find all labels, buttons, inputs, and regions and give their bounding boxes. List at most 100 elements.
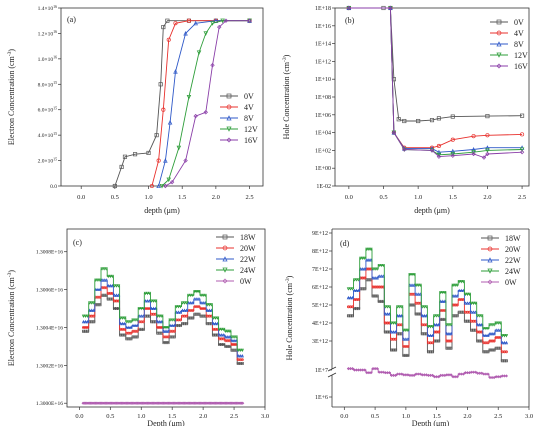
data-point (520, 132, 525, 137)
data-point (457, 288, 461, 293)
data-point (396, 313, 400, 318)
data-point (410, 272, 414, 277)
data-point (393, 321, 398, 325)
legend-label: 22W (505, 256, 521, 265)
data-point (490, 331, 494, 336)
data-point (172, 335, 176, 339)
data-point (437, 339, 441, 343)
data-point (123, 316, 127, 320)
data-point (217, 24, 222, 30)
data-point (434, 314, 439, 318)
x-tick-label: 0.0 (75, 413, 83, 420)
x-axis-label: Depth (μm) (147, 419, 185, 426)
data-point (359, 267, 363, 271)
data-point (410, 283, 414, 287)
data-point (180, 301, 185, 305)
data-point (365, 371, 369, 375)
data-point (418, 372, 422, 376)
data-point (133, 323, 137, 328)
data-point (354, 288, 359, 293)
data-point (457, 372, 461, 376)
data-point (502, 334, 507, 338)
data-point (402, 337, 406, 341)
x-axis-label: Depth (μm) (412, 419, 450, 426)
data-point (478, 322, 482, 327)
data-point (100, 278, 104, 282)
data-point (104, 278, 108, 282)
data-point (519, 149, 525, 155)
data-point (173, 69, 178, 74)
data-point (135, 329, 139, 333)
panel-label: (a) (67, 15, 76, 24)
data-point (381, 263, 385, 268)
y-tick-label: 1.0×1016 (38, 56, 57, 63)
data-point (131, 323, 135, 328)
data-point (437, 314, 441, 318)
data-point (217, 327, 222, 332)
legend-item: 20W (216, 244, 256, 253)
y-tick-label: 1E+14 (315, 42, 331, 48)
data-point (492, 339, 496, 343)
data-point (502, 340, 507, 345)
data-point (201, 300, 205, 305)
data-point (465, 371, 470, 375)
data-point (161, 25, 166, 30)
data-point (377, 274, 381, 278)
data-point (367, 247, 371, 252)
series-line (348, 7, 523, 153)
x-tick-label: 3.0 (261, 413, 269, 420)
data-point (449, 339, 453, 343)
data-point (361, 256, 365, 261)
series-line (348, 7, 523, 156)
panel-label: (d) (340, 239, 350, 248)
series-line (151, 20, 250, 187)
data-point (108, 274, 112, 279)
series-line (348, 7, 523, 122)
data-point (112, 183, 117, 189)
data-point (451, 375, 455, 379)
data-point (494, 375, 498, 379)
data-point (459, 280, 463, 284)
data-point (85, 314, 90, 318)
y-axis-label: Electron Concentration (cm-3) (7, 49, 16, 146)
data-point (504, 374, 509, 378)
data-point (228, 335, 232, 339)
data-point (164, 329, 168, 333)
data-point (471, 151, 476, 157)
data-point (471, 150, 476, 155)
data-point (92, 308, 96, 312)
data-point (379, 274, 383, 278)
data-point (365, 258, 369, 262)
data-point (163, 158, 168, 163)
data-point (369, 258, 373, 262)
data-point (139, 314, 143, 318)
data-point (162, 329, 166, 333)
data-point (203, 293, 207, 298)
y-tick-label: 1E+18 (315, 6, 331, 12)
data-point (191, 293, 195, 298)
data-point (222, 327, 226, 332)
data-point (112, 293, 117, 297)
data-point (98, 287, 102, 292)
data-point (158, 314, 162, 318)
data-point (92, 301, 96, 305)
data-point (471, 310, 476, 314)
data-point (232, 335, 236, 339)
series-line (348, 7, 523, 159)
data-point (165, 18, 170, 23)
data-point (418, 292, 422, 296)
data-point (416, 292, 420, 296)
data-point (449, 331, 453, 336)
legend-label: 4V (514, 29, 524, 38)
data-point (473, 301, 478, 306)
data-point (487, 246, 493, 252)
data-point (125, 325, 129, 329)
data-point (168, 318, 172, 322)
data-point (369, 371, 373, 375)
legend-item: 24W (481, 267, 521, 276)
data-point (183, 30, 188, 36)
data-point (209, 303, 214, 307)
data-point (215, 316, 220, 320)
data-point (355, 368, 359, 372)
y-tick-label: 9E+12 (312, 231, 328, 237)
